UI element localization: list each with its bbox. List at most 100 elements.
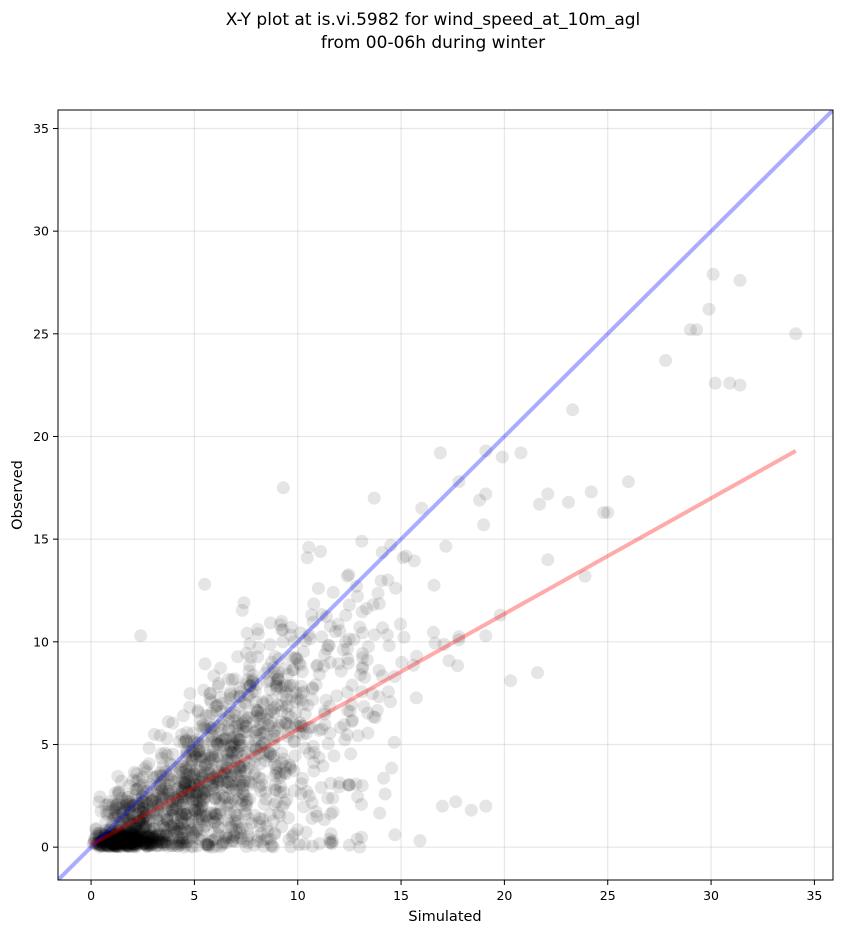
data-point <box>269 766 283 780</box>
data-point <box>307 746 321 760</box>
data-point <box>389 581 403 595</box>
data-point <box>281 729 295 743</box>
data-point <box>216 769 230 783</box>
data-point <box>98 832 112 846</box>
data-point <box>162 787 176 801</box>
data-point <box>237 774 251 788</box>
data-point <box>224 778 238 792</box>
data-point <box>376 621 389 635</box>
data-point <box>384 538 398 552</box>
data-point <box>189 793 203 806</box>
data-point <box>326 805 340 819</box>
data-point <box>215 733 229 747</box>
data-point <box>123 827 137 841</box>
data-point <box>323 832 337 846</box>
data-point <box>190 763 204 777</box>
data-point <box>155 796 169 810</box>
data-point <box>94 838 108 851</box>
data-point <box>452 475 466 489</box>
data-point <box>275 704 289 718</box>
data-point <box>133 779 147 793</box>
data-point <box>101 834 115 847</box>
data-point <box>200 723 214 737</box>
data-point <box>191 802 205 816</box>
data-point <box>120 835 134 849</box>
data-point <box>267 661 281 675</box>
data-point <box>121 838 135 851</box>
data-point <box>126 831 140 845</box>
data-point <box>116 837 130 851</box>
data-point <box>179 832 193 846</box>
data-point <box>349 777 363 791</box>
data-point <box>246 673 260 687</box>
data-point <box>181 835 195 849</box>
data-point <box>175 810 188 824</box>
data-point <box>105 825 119 839</box>
data-point <box>183 778 197 792</box>
data-point <box>119 837 133 851</box>
data-point <box>113 834 126 848</box>
data-point <box>183 821 197 835</box>
identity-line <box>58 110 833 880</box>
data-point <box>233 719 247 732</box>
data-point <box>252 747 266 761</box>
data-point <box>182 784 196 798</box>
chart-title-line1: X-Y plot at is.vi.5982 for wind_speed_at… <box>226 10 641 30</box>
data-point <box>125 833 139 847</box>
data-point <box>235 794 249 807</box>
data-point <box>211 698 224 712</box>
data-point <box>201 763 215 777</box>
data-point <box>154 768 168 782</box>
data-point <box>339 608 353 622</box>
data-point <box>144 836 158 850</box>
data-point <box>302 628 316 642</box>
data-point <box>111 835 125 849</box>
data-point <box>283 678 297 692</box>
data-point <box>176 790 190 804</box>
data-point <box>235 603 249 617</box>
data-point <box>247 715 260 729</box>
data-point <box>135 827 149 841</box>
data-point <box>136 802 150 816</box>
x-axis-label: Simulated <box>408 909 481 925</box>
data-point <box>206 775 220 789</box>
data-point <box>117 834 131 848</box>
data-point <box>163 829 176 843</box>
data-point <box>184 823 198 837</box>
data-point <box>208 808 222 822</box>
plot-frame <box>57 109 834 881</box>
data-point <box>226 782 240 796</box>
data-point <box>101 839 115 853</box>
data-point <box>289 694 303 708</box>
data-point <box>183 700 197 714</box>
data-point <box>584 485 598 499</box>
data-point <box>333 624 347 638</box>
data-point <box>115 774 128 788</box>
data-point <box>112 826 126 840</box>
data-point <box>268 701 282 715</box>
data-point <box>260 694 274 707</box>
data-point <box>172 835 186 849</box>
data-point <box>130 834 144 848</box>
data-point <box>302 540 316 554</box>
data-point <box>323 836 337 850</box>
data-point <box>281 699 295 713</box>
data-point <box>285 663 299 677</box>
data-point <box>153 778 167 792</box>
data-point <box>125 829 139 843</box>
data-point <box>137 820 150 834</box>
data-point <box>117 838 131 852</box>
data-point <box>215 788 229 802</box>
data-point <box>176 811 190 824</box>
data-point <box>284 710 298 724</box>
data-point <box>103 835 117 849</box>
data-point <box>265 655 278 669</box>
data-point <box>201 814 215 828</box>
data-point <box>371 587 385 600</box>
data-point <box>161 813 175 826</box>
data-point <box>128 821 142 835</box>
data-point <box>343 704 357 718</box>
data-point <box>117 828 131 842</box>
data-point <box>230 816 243 830</box>
data-point <box>276 680 290 693</box>
